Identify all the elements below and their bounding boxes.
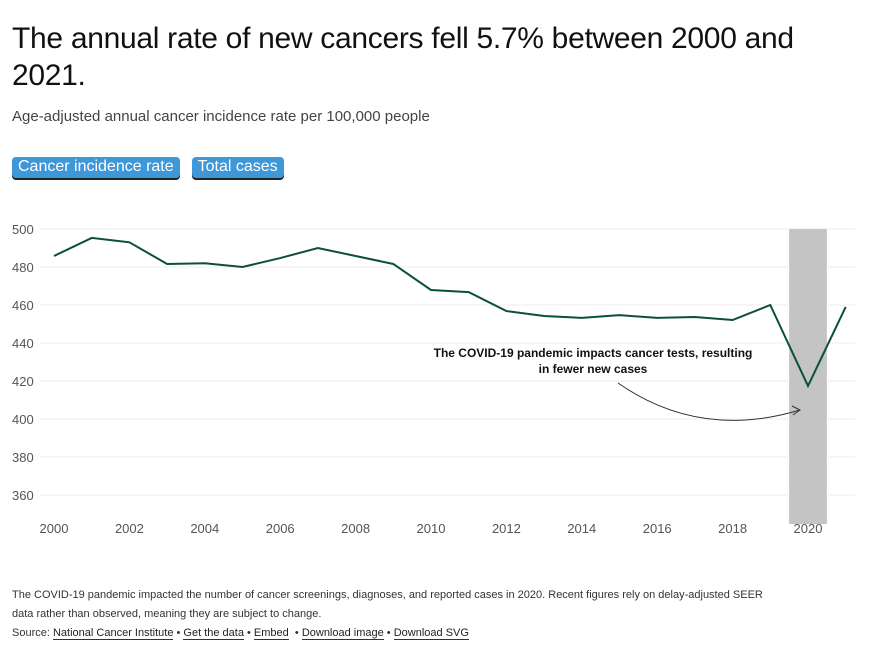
- y-tick-label: 440: [12, 336, 34, 351]
- annotation-text: in fewer new cases: [539, 362, 648, 376]
- x-tick-label: 2014: [567, 521, 596, 536]
- incidence-rate-button[interactable]: Cancer incidence rate: [12, 157, 180, 178]
- download-image-link[interactable]: Download image: [301, 627, 384, 640]
- source-line: Source: National Cancer Institute • Get …: [12, 627, 469, 640]
- x-tick-label: 2012: [492, 521, 521, 536]
- x-tick-label: 2002: [115, 521, 144, 536]
- chart-subtitle: Age-adjusted annual cancer incidence rat…: [12, 108, 430, 125]
- y-tick-label: 360: [12, 488, 34, 503]
- x-tick-label: 2000: [40, 521, 69, 536]
- y-tick-label: 420: [12, 374, 34, 389]
- download-svg-link[interactable]: Download SVG: [393, 627, 469, 640]
- x-tick-label: 2010: [417, 521, 446, 536]
- x-tick-label: 2020: [794, 521, 823, 536]
- covid-highlight-band: [789, 229, 827, 524]
- x-tick-label: 2004: [190, 521, 219, 536]
- annotation-text: The COVID-19 pandemic impacts cancer tes…: [434, 346, 753, 360]
- x-tick-label: 2018: [718, 521, 747, 536]
- y-tick-label: 380: [12, 450, 34, 465]
- line-chart: 360 380 400 420 440 460 480 500 2000 2002 2004 2006…: [12, 222, 855, 536]
- y-tick-label: 460: [12, 298, 34, 313]
- chart-title: The annual rate of new cancers fell 5.7%…: [12, 22, 794, 92]
- footnote: The COVID-19 pandemic impacted the numbe…: [12, 589, 763, 620]
- y-tick-label: 400: [12, 412, 34, 427]
- footer: The COVID-19 pandemic impacted the numbe…: [12, 586, 872, 643]
- x-tick-label: 2006: [266, 521, 295, 536]
- y-tick-label: 480: [12, 260, 34, 275]
- y-tick-label: 500: [12, 222, 34, 237]
- arrowhead-icon: [791, 405, 801, 416]
- x-tick-label: 2008: [341, 521, 370, 536]
- embed-link[interactable]: Embed: [253, 627, 289, 640]
- x-tick-label: 2016: [643, 521, 672, 536]
- get-data-link[interactable]: Get the data: [183, 627, 244, 640]
- total-cases-button[interactable]: Total cases: [191, 157, 284, 178]
- source-link[interactable]: National Cancer Institute: [52, 627, 174, 640]
- data-line: [53, 236, 847, 389]
- annotation-arrow: [617, 382, 801, 421]
